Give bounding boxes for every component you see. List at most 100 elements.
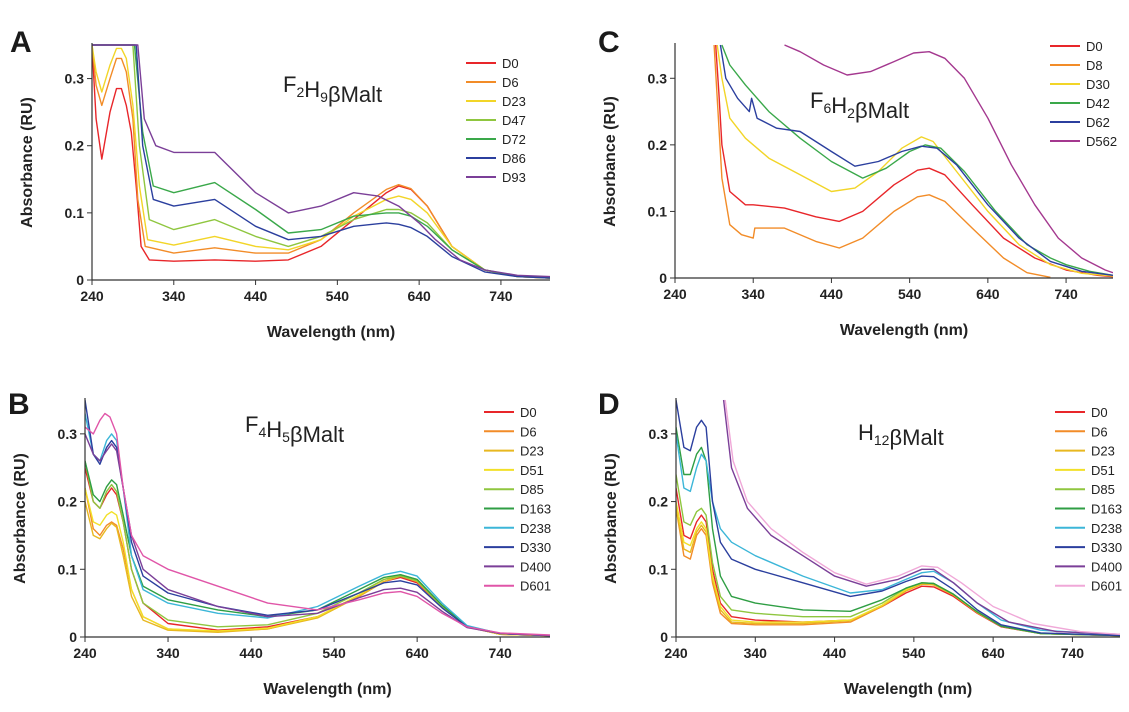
legend-label: D562 [1086, 134, 1117, 149]
legend: D0 D6 D23 D51 D85 D163 D238 D330 D400 D601 [1055, 405, 1122, 594]
series-line-d601 [724, 399, 1120, 635]
y-tick-label: 0.2 [58, 494, 78, 510]
y-tick-label: 0.1 [648, 203, 668, 219]
legend-label: D85 [520, 482, 544, 497]
legend-item: D23 [466, 94, 526, 109]
x-tick-label: 440 [823, 645, 847, 661]
x-tick-label: 640 [405, 645, 429, 661]
legend-label: D23 [502, 94, 526, 109]
y-tick-label: 0 [76, 272, 84, 288]
legend-item: D601 [1055, 579, 1122, 594]
series-line-d93 [92, 44, 550, 278]
legend-item: D47 [466, 113, 526, 128]
legend-label: D85 [1091, 482, 1115, 497]
legend-item: D72 [466, 132, 526, 147]
legend-item: D601 [484, 579, 551, 594]
series-group [85, 399, 550, 637]
legend-label: D238 [1091, 521, 1122, 536]
series-line-d8 [713, 44, 1051, 278]
legend-item: D0 [1055, 405, 1108, 420]
series-line-d6 [92, 44, 550, 279]
chart-panel-c: C 240 340 440 540 640 740 0 0.1 0.2 0.3 Wavelength … [598, 26, 1117, 339]
x-tick-label: 240 [663, 286, 687, 302]
legend-label: D72 [502, 132, 526, 147]
x-tick-label: 740 [1061, 645, 1085, 661]
series-group [92, 44, 550, 279]
chart-panel-a: A 240 340 440 540 640 740 0 0.1 0.2 0.3 Wavelength … [10, 26, 550, 341]
legend-label: D330 [520, 540, 551, 555]
y-tick-label: 0 [660, 629, 668, 645]
legend-label: D601 [1091, 579, 1122, 594]
chart-title: F4H5βMalt [245, 412, 344, 447]
legend-item: D85 [1055, 482, 1115, 497]
y-tick-label: 0.3 [648, 70, 668, 86]
legend-label: D30 [1086, 77, 1110, 92]
x-tick-label: 540 [322, 645, 346, 661]
legend-item: D0 [1050, 39, 1103, 54]
legend-label: D42 [1086, 96, 1110, 111]
legend-item: D51 [1055, 463, 1115, 478]
legend-label: D6 [502, 75, 519, 90]
y-tick-label: 0 [659, 270, 667, 286]
chart-title: H12βMalt [858, 420, 944, 450]
legend-item: D51 [484, 463, 544, 478]
legend-item: D0 [466, 56, 519, 71]
legend-item: D85 [484, 482, 544, 497]
legend-label: D93 [502, 170, 526, 185]
legend-label: D601 [520, 579, 551, 594]
legend-label: D8 [1086, 58, 1103, 73]
x-axis-title: Wavelength (nm) [840, 322, 968, 339]
legend-item: D238 [484, 521, 551, 536]
y-axis-title: Absorbance (RU) [603, 453, 620, 584]
x-tick-label: 440 [239, 645, 263, 661]
series-line-d85 [85, 460, 550, 637]
legend-label: D23 [520, 444, 544, 459]
x-tick-label: 640 [407, 288, 431, 304]
x-tick-label: 740 [488, 645, 512, 661]
series-line-d601 [85, 412, 550, 636]
legend-item: D330 [484, 540, 551, 555]
legend-label: D163 [520, 502, 551, 517]
legend-item: D163 [484, 502, 551, 517]
series-line-d400 [85, 433, 550, 637]
chart-panel-d: D 240 340 440 540 640 740 0 0.1 0.2 0.3 Wavelength … [598, 388, 1122, 698]
x-tick-label: 640 [981, 645, 1005, 661]
x-tick-label: 240 [664, 645, 688, 661]
series-line-d86 [92, 44, 550, 279]
legend-item: D86 [466, 151, 526, 166]
legend-label: D51 [1091, 463, 1115, 478]
legend: D0 D8 D30 D42 D62 D562 [1050, 39, 1117, 149]
legend-item: D6 [1055, 424, 1108, 439]
series-line-d51 [676, 501, 1120, 637]
panel-letter: A [10, 26, 32, 59]
legend-label: D6 [520, 424, 537, 439]
series-line-d30 [716, 44, 1113, 277]
legend-label: D163 [1091, 502, 1122, 517]
y-tick-label: 0.2 [649, 494, 669, 510]
x-tick-label: 640 [976, 286, 1000, 302]
legend-item: D42 [1050, 96, 1110, 111]
y-tick-label: 0.3 [58, 426, 78, 442]
x-tick-label: 340 [162, 288, 186, 304]
chart-title: F6H2βMalt [810, 88, 909, 123]
legend-label: D51 [520, 463, 544, 478]
chart-title: F2H9βMalt [283, 72, 382, 107]
series-line-d400 [722, 399, 1120, 635]
panel-letter: D [598, 388, 620, 421]
y-tick-label: 0 [69, 629, 77, 645]
series-line-d23 [92, 44, 550, 279]
legend-label: D6 [1091, 424, 1108, 439]
x-tick-label: 740 [489, 288, 513, 304]
legend-item: D163 [1055, 502, 1122, 517]
x-tick-label: 540 [902, 645, 926, 661]
series-line-d85 [676, 474, 1120, 637]
x-tick-label: 340 [744, 645, 768, 661]
series-line-d238 [85, 413, 550, 637]
x-tick-label: 740 [1054, 286, 1078, 302]
legend-item: D238 [1055, 521, 1122, 536]
y-tick-label: 0.1 [65, 205, 85, 221]
legend-item: D62 [1050, 115, 1110, 130]
series-line-d23 [676, 508, 1120, 637]
chart-panel-b: B 240 340 440 540 640 740 0 0.1 0.2 0.3 Wavelength … [8, 388, 551, 698]
legend-label: D0 [502, 56, 519, 71]
